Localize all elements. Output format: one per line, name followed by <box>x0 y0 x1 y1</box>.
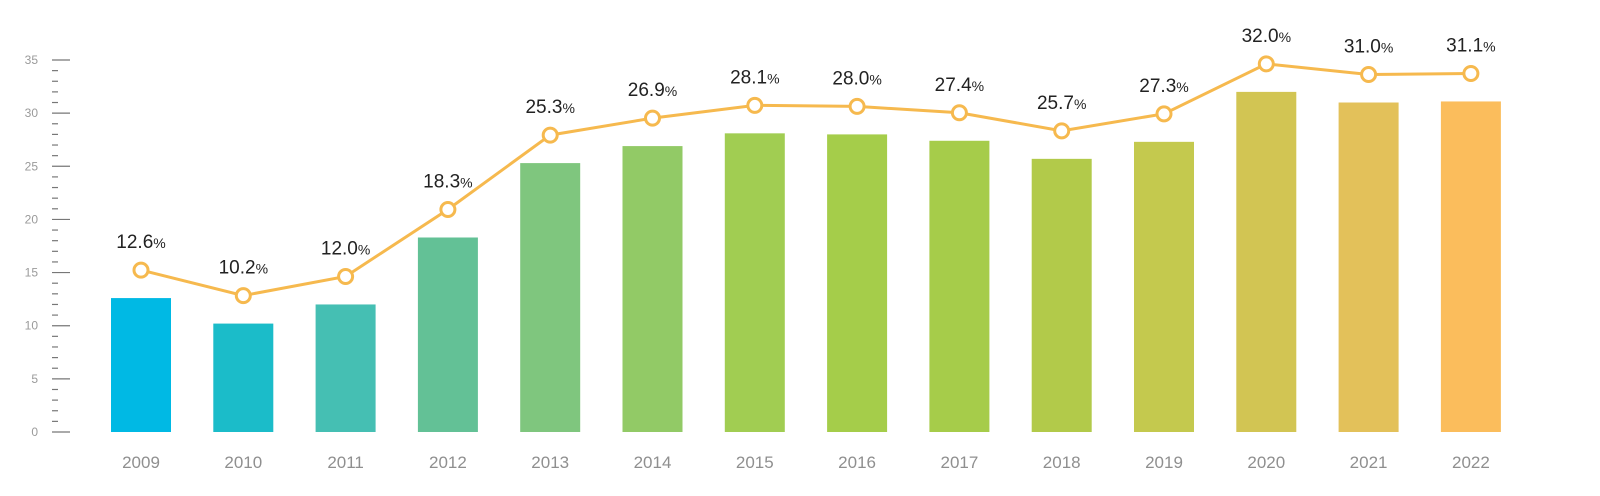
y-tick-label: 0 <box>31 425 38 439</box>
data-label: 26.9% <box>628 80 677 101</box>
bar-2014 <box>622 146 683 432</box>
line-marker <box>746 96 764 114</box>
x-tick-label: 2021 <box>1350 453 1388 472</box>
data-label: 12.0% <box>321 238 370 259</box>
line-marker <box>1360 66 1378 84</box>
bar-2009 <box>111 298 171 432</box>
bar-2020 <box>1236 91 1297 432</box>
x-tick-label: 2019 <box>1145 453 1183 472</box>
x-tick-label: 2012 <box>429 453 467 472</box>
line-marker <box>950 104 968 122</box>
x-tick-label: 2022 <box>1452 453 1490 472</box>
bar-2012 <box>417 237 478 432</box>
data-label: 28.0% <box>832 68 881 89</box>
data-label: 28.1% <box>730 67 779 88</box>
bar-2022 <box>1440 101 1501 433</box>
bar-2016 <box>827 134 888 432</box>
bar-2015 <box>724 133 785 432</box>
bar-2013 <box>520 163 581 432</box>
x-tick-label: 2011 <box>327 453 364 472</box>
y-tick-label: 5 <box>31 372 38 386</box>
y-tick-label: 10 <box>25 319 39 333</box>
x-tick-label: 2015 <box>736 453 774 472</box>
data-label: 25.3% <box>525 97 574 118</box>
line-marker <box>644 109 661 127</box>
x-tick-label: 2016 <box>838 453 876 472</box>
bar-2018 <box>1031 158 1092 433</box>
data-label: 31.0% <box>1344 37 1393 58</box>
line-marker <box>1155 105 1173 123</box>
line-marker <box>1053 122 1071 140</box>
data-label: 10.2% <box>219 258 268 279</box>
bar-2021 <box>1338 102 1399 432</box>
x-tick-label: 2020 <box>1247 453 1285 472</box>
data-label: 25.7% <box>1037 93 1086 114</box>
x-tick-label: 2014 <box>634 453 672 472</box>
y-tick-label: 20 <box>25 212 39 226</box>
x-tick-label: 2013 <box>531 453 569 472</box>
bar-2017 <box>929 140 990 432</box>
data-label: 27.4% <box>935 75 984 96</box>
line-marker <box>1462 64 1480 82</box>
x-tick-label: 2009 <box>122 453 160 472</box>
x-tick-label: 2018 <box>1043 453 1081 472</box>
y-tick-label: 30 <box>25 106 39 120</box>
line-marker <box>848 97 866 115</box>
bar-2019 <box>1134 141 1194 432</box>
trend-line <box>140 62 1471 298</box>
line-marker <box>337 267 355 285</box>
line-marker <box>439 200 457 218</box>
x-tick-label: 2017 <box>940 453 978 472</box>
y-tick-label: 15 <box>25 266 39 280</box>
data-label: 27.3% <box>1139 76 1188 97</box>
y-tick-label: 25 <box>25 159 39 173</box>
line-marker <box>234 287 252 305</box>
data-label: 31.1% <box>1446 35 1495 56</box>
line-marker <box>1257 55 1275 73</box>
line-marker <box>132 261 150 279</box>
line-marker <box>541 126 559 144</box>
bar-2010 <box>213 323 274 432</box>
x-tick-label: 2010 <box>224 453 262 472</box>
y-tick-label: 35 <box>25 53 39 67</box>
bar-2011 <box>315 304 376 432</box>
data-label: 32.0% <box>1242 26 1291 47</box>
data-label: 12.6% <box>116 232 165 253</box>
data-label: 18.3% <box>423 171 472 192</box>
